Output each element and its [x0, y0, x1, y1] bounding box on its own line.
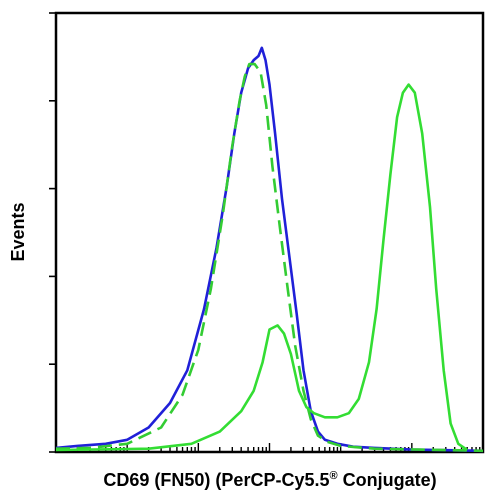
y-axis-title: Events [8, 202, 28, 261]
x-axis-title: CD69 (FN50) (PerCP-Cy5.5® Conjugate) [103, 470, 436, 490]
ticks-layer [49, 12, 481, 453]
x-axis-title-main: CD69 (FN50) (PerCP-Cy5.5 [103, 470, 329, 490]
series-line-1 [55, 46, 484, 453]
series-line-2 [55, 62, 484, 453]
x-axis-title-suffix: Conjugate) [338, 470, 437, 490]
series-layer [55, 46, 484, 453]
x-axis-title-registered-mark: ® [329, 470, 337, 482]
series-line-3 [55, 83, 468, 452]
